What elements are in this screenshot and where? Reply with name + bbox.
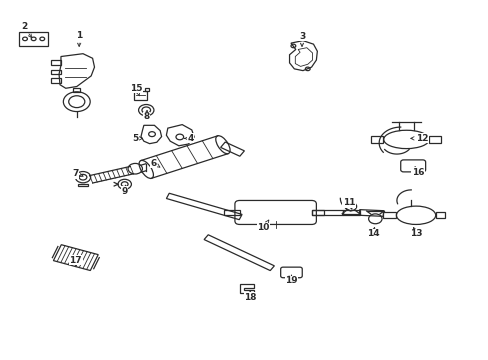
Text: 3: 3 <box>298 32 305 46</box>
Text: 8: 8 <box>143 111 149 121</box>
Text: 11: 11 <box>342 198 354 209</box>
Text: 1: 1 <box>76 31 82 46</box>
Text: 16: 16 <box>411 167 424 177</box>
Text: 2: 2 <box>21 22 32 37</box>
Text: 18: 18 <box>244 291 256 302</box>
Text: 5: 5 <box>132 134 142 143</box>
Text: 12: 12 <box>410 134 427 143</box>
Text: 17: 17 <box>69 256 82 266</box>
Text: 15: 15 <box>130 84 142 96</box>
Text: 10: 10 <box>257 220 269 232</box>
Text: 19: 19 <box>285 275 297 285</box>
Text: 6: 6 <box>150 158 160 167</box>
Text: 9: 9 <box>121 185 128 196</box>
Text: 13: 13 <box>409 228 422 238</box>
Text: 7: 7 <box>73 169 83 178</box>
Text: 4: 4 <box>184 134 194 143</box>
Text: 14: 14 <box>366 228 379 238</box>
